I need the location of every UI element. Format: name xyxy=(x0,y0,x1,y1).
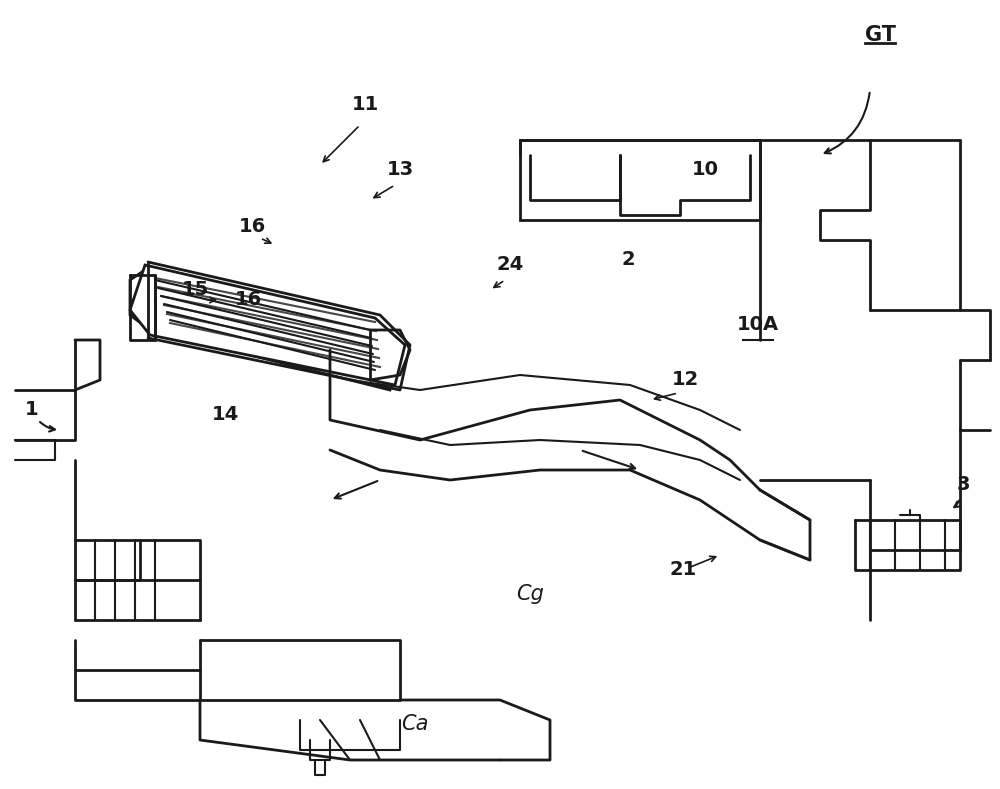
Text: 10: 10 xyxy=(692,160,718,179)
Text: 16: 16 xyxy=(234,290,262,309)
Text: 24: 24 xyxy=(496,255,524,274)
Text: 15: 15 xyxy=(181,280,209,299)
Text: 13: 13 xyxy=(386,160,414,179)
Text: 16: 16 xyxy=(238,217,266,236)
Text: 1: 1 xyxy=(25,400,39,419)
Text: 2: 2 xyxy=(621,250,635,269)
Text: 14: 14 xyxy=(211,405,239,424)
Text: 3: 3 xyxy=(956,475,970,494)
Text: Cg: Cg xyxy=(516,584,544,604)
Text: Ca: Ca xyxy=(401,714,429,734)
Text: 21: 21 xyxy=(669,560,697,579)
Text: GT: GT xyxy=(864,25,896,45)
Polygon shape xyxy=(130,265,405,385)
Polygon shape xyxy=(130,270,400,390)
Text: 10A: 10A xyxy=(737,315,779,334)
Text: 12: 12 xyxy=(671,370,699,389)
Text: 11: 11 xyxy=(351,95,379,114)
